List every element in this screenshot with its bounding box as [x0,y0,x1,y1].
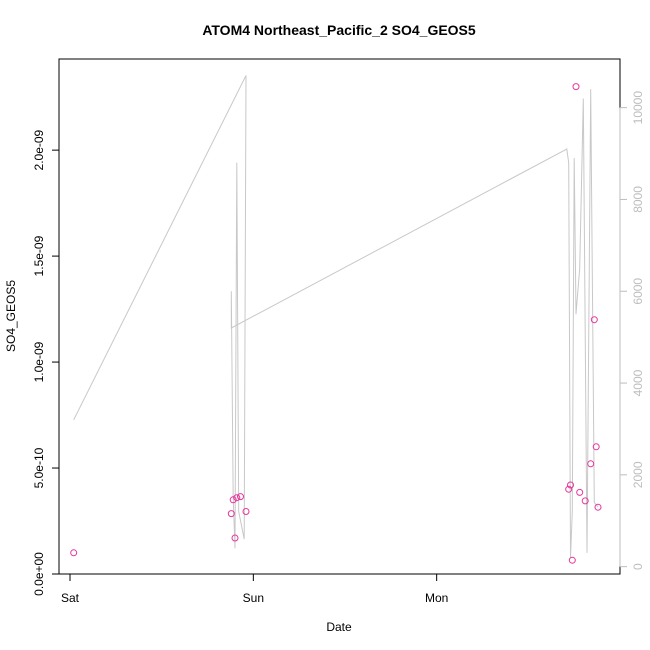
plot-frame [58,58,621,575]
data-point [576,488,584,496]
data-point [231,534,239,542]
data-point [587,460,595,468]
y-right-tick-label: 0 [631,563,645,570]
line-series-layer [73,75,599,558]
data-point [572,83,580,91]
chart-title: ATOM4 Northeast_Pacific_2 SO4_GEOS5 [202,22,476,38]
data-point [565,485,573,493]
y-left-tick-label: 0.0e+00 [32,552,46,596]
y-right-tick-label: 4000 [631,369,645,396]
y-axis-right: 0 2000 4000 6000 8000 10000 [619,91,645,570]
x-axis-label: Date [326,620,352,634]
x-axis: Sat Sun Mon [61,573,448,605]
data-point [567,481,574,489]
y-right-tick-label: 6000 [631,278,645,305]
y-right-tick-label: 2000 [631,461,645,488]
data-point [229,496,237,504]
data-point [227,510,235,518]
point-series-layer [70,83,602,564]
data-point [568,556,576,564]
data-point [233,494,241,502]
data-point [70,549,78,557]
x-tick-label: Sun [243,591,264,605]
y-axis-left: 0.0e+00 5.0e-10 1.0e-09 1.5e-09 2.0e-09 [32,129,60,596]
x-tick-label: Mon [425,591,448,605]
y-left-tick-label: 1.5e-09 [32,235,46,276]
data-point [242,508,250,515]
x-tick-label: Sat [61,591,80,605]
y-left-tick-label: 1.0e-09 [32,341,46,382]
data-point [594,503,602,511]
data-point [581,497,589,505]
data-point [592,443,600,451]
y-left-tick-label: 2.0e-09 [32,129,46,170]
y-axis-label: SO4_GEOS5 [4,280,18,352]
series-line [73,75,599,558]
data-point [590,316,598,324]
y-right-tick-label: 10000 [631,91,645,125]
y-left-tick-label: 5.0e-10 [32,447,46,488]
y-right-tick-label: 8000 [631,186,645,213]
data-point [237,493,244,501]
